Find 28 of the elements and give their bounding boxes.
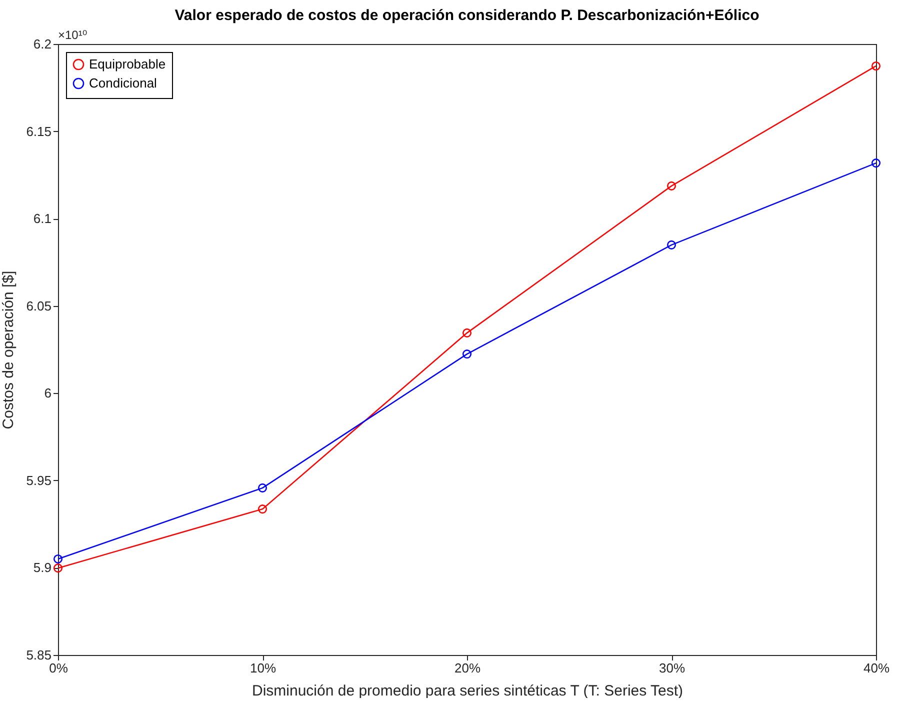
- point: [258, 504, 268, 514]
- legend-label: Equiprobable: [89, 56, 166, 72]
- y-tick-label: 6.2: [33, 36, 52, 52]
- x-tick-label: 30%: [658, 660, 686, 676]
- y-tick-label: 6: [44, 386, 52, 401]
- text: ×10¹⁰: [58, 28, 88, 42]
- y-tick-label: 5.95: [26, 472, 52, 488]
- point: [871, 158, 881, 168]
- y-tick-label: 6.05: [26, 298, 52, 314]
- point: [53, 564, 63, 573]
- point: [258, 483, 268, 492]
- legend-label: Condicional: [89, 76, 158, 90]
- point: [666, 181, 676, 190]
- y-tick-label: 6.1: [33, 211, 52, 226]
- x-tick-label: 20%: [454, 660, 481, 676]
- y-tick-label: 5.9: [33, 560, 52, 576]
- chart-title: Valor esperado de costos de operación considerando P. Descarbonización+Eólico: [174, 7, 760, 24]
- x-tick-label: 10%: [250, 660, 276, 676]
- point: [462, 328, 472, 338]
- point: [871, 61, 881, 71]
- point: [53, 554, 63, 564]
- x-tick-label: 0%: [49, 660, 68, 676]
- x-tick-label: 40%: [863, 660, 890, 676]
- point: [462, 350, 472, 359]
- y-tick-label: 6.15: [26, 124, 52, 139]
- y-tick-label: 5.85: [26, 648, 52, 662]
- point: [666, 240, 676, 250]
- y-axis-title: Costos de operación [$]: [0, 270, 18, 430]
